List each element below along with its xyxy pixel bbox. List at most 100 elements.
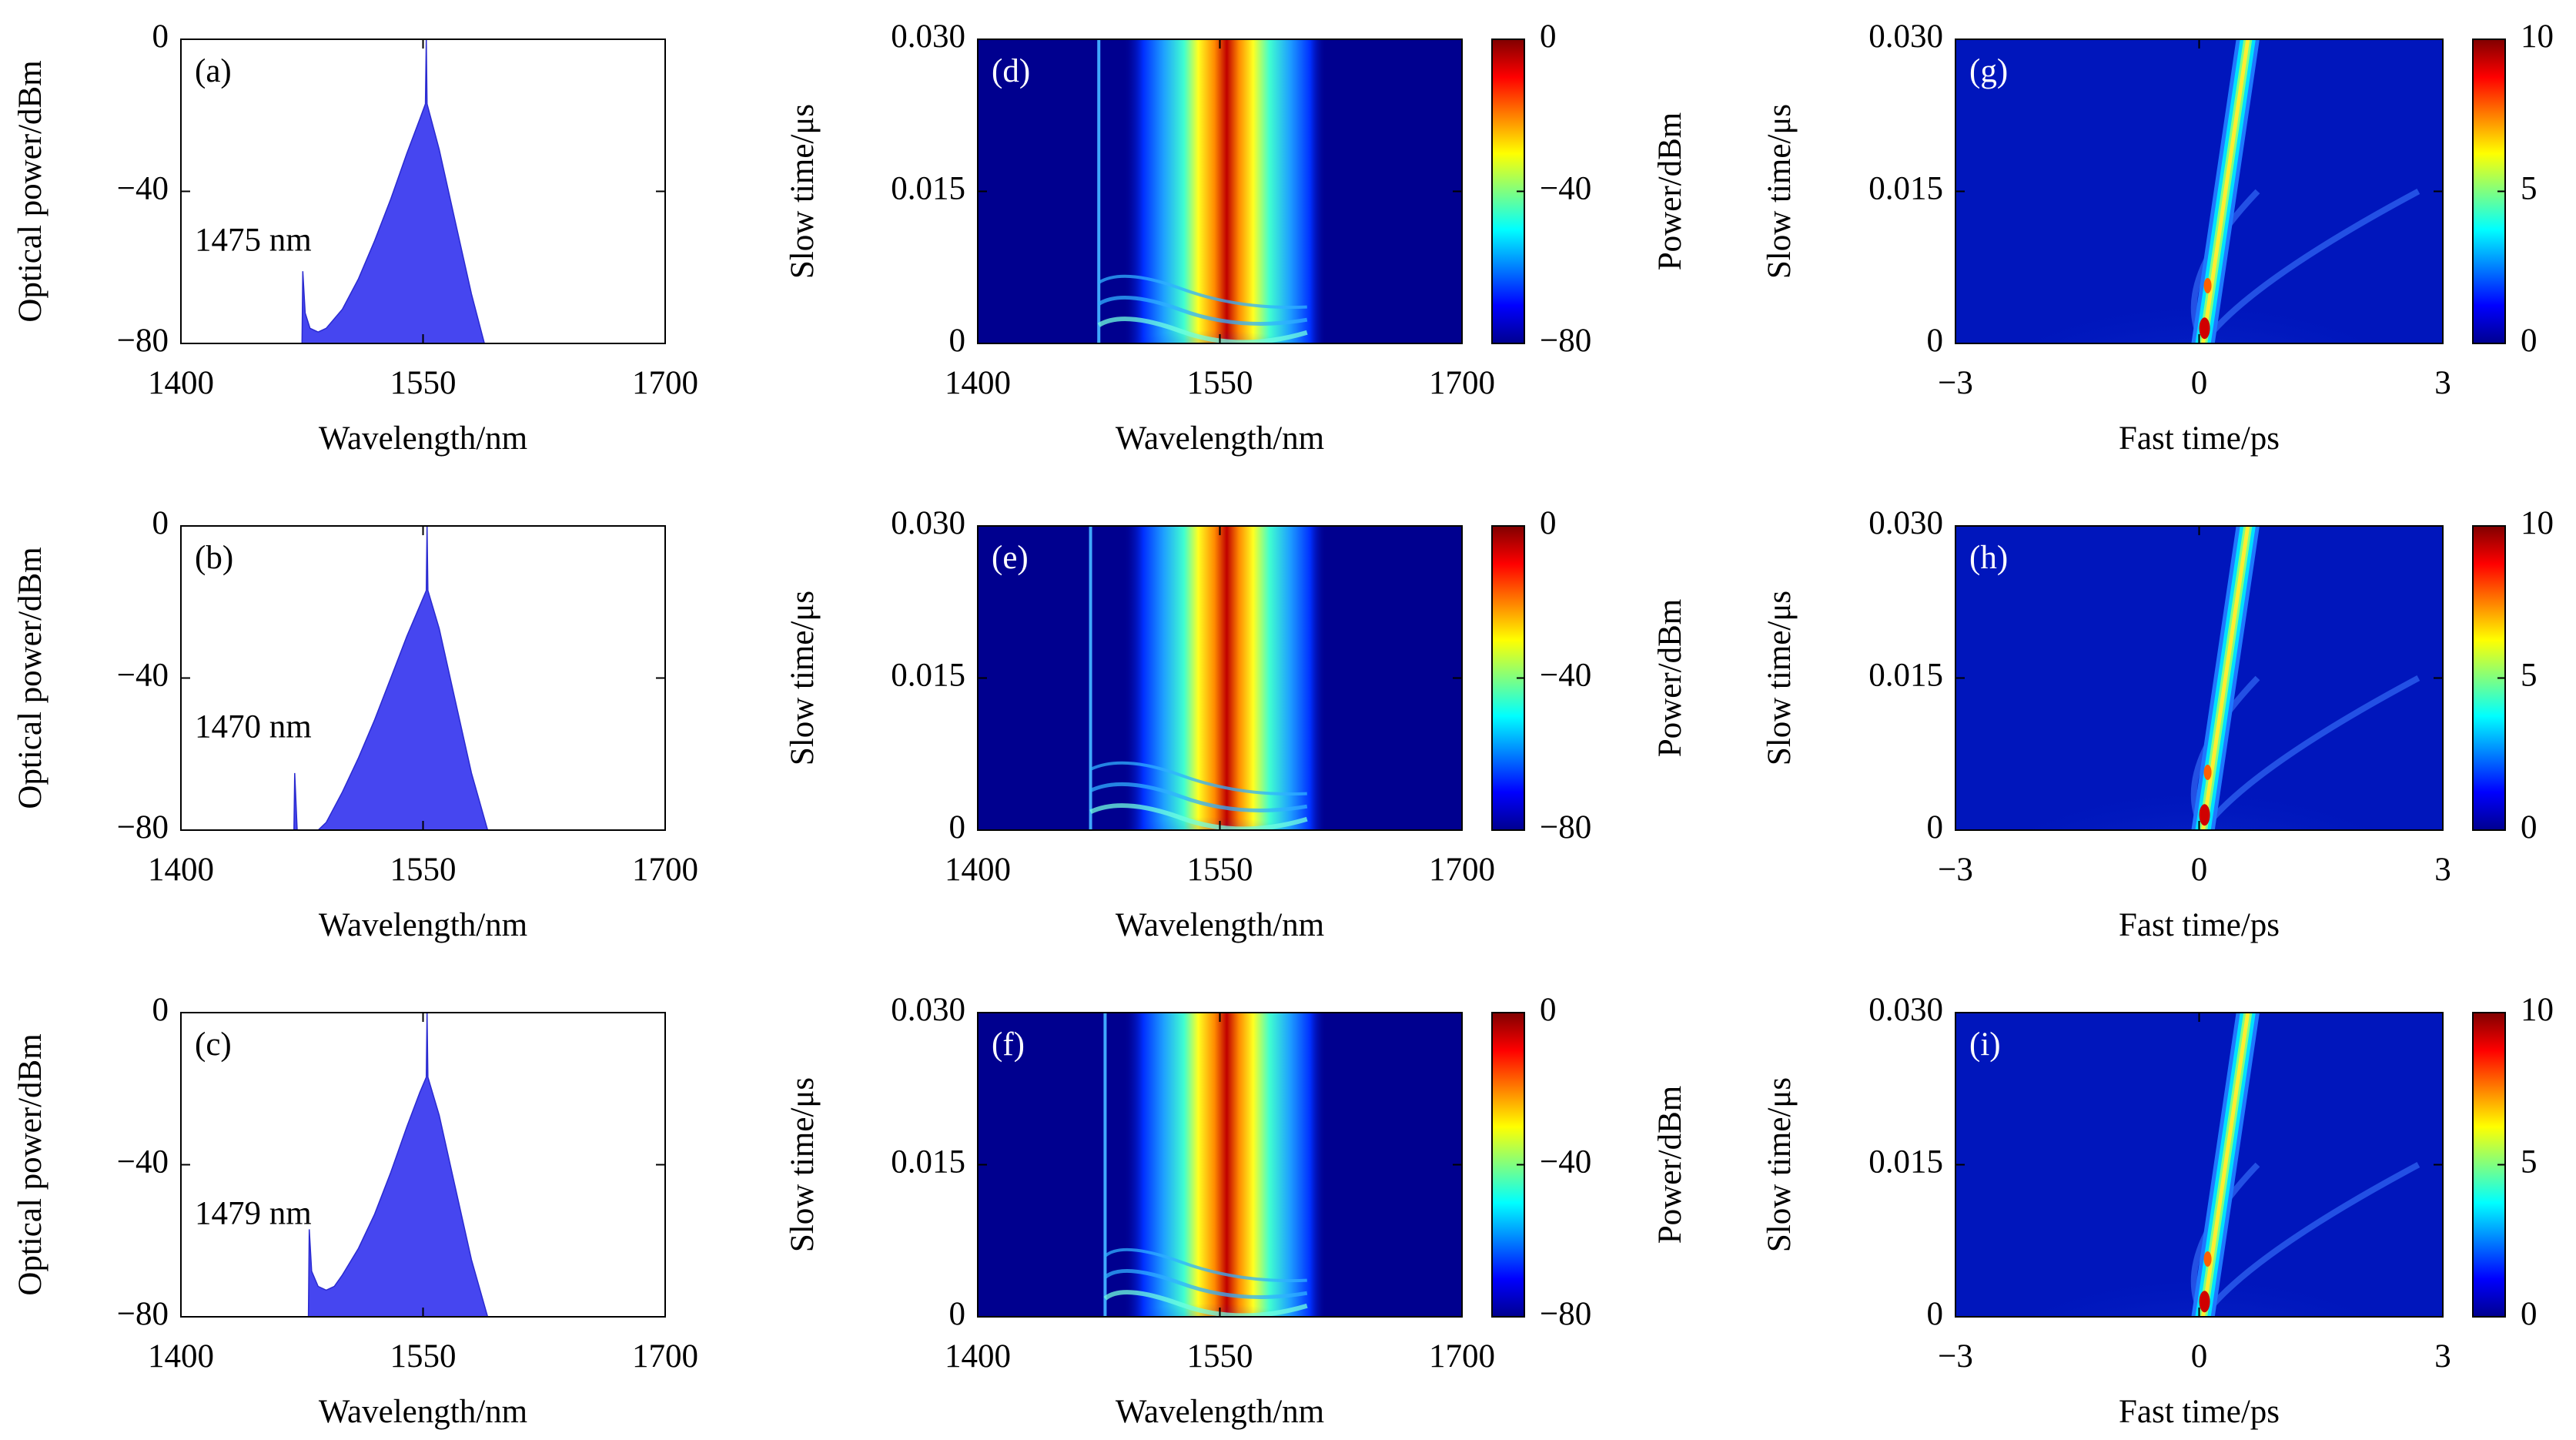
y-tick-label: 0.015: [891, 170, 965, 206]
y-axis-label: Optical power/dBm: [12, 1033, 49, 1295]
panel-label: (b): [195, 540, 233, 576]
x-tick-label: 1400: [945, 365, 1011, 401]
colorbar-tick-label: 5: [2521, 1144, 2538, 1180]
plot-area: [301, 39, 485, 343]
y-axis-label: Slow time/μs: [785, 1077, 821, 1252]
heatmap-glow: [1065, 1250, 1356, 1317]
x-tick-label: −3: [1938, 365, 1973, 401]
y-tick-label: 0.015: [1868, 170, 1943, 206]
x-tick-label: 1550: [390, 365, 457, 401]
x-tick-label: 1700: [1429, 365, 1495, 401]
soliton-trace: [2201, 526, 2250, 830]
heatmap-fringe: [1089, 761, 1307, 796]
colorbar-label: Power/dBm: [1652, 112, 1688, 270]
y-tick-label: −40: [117, 657, 169, 693]
heatmap-fringe: [1103, 1268, 1308, 1299]
y-tick-label: −40: [117, 170, 169, 206]
colorbar-tick-label: 0: [2521, 809, 2538, 846]
y-tick-label: 0.015: [891, 1144, 965, 1180]
x-tick-label: 1700: [1429, 1338, 1495, 1375]
y-axis-label: Slow time/μs: [1761, 104, 1798, 279]
soliton-trace: [2201, 1013, 2250, 1317]
x-axis-label: Wavelength/nm: [319, 907, 527, 943]
y-axis-label: Slow time/μs: [785, 591, 821, 765]
x-tick-label: 1400: [945, 852, 1011, 888]
x-axis-label: Fast time/ps: [2119, 1394, 2280, 1430]
y-tick-label: 0.015: [1868, 1144, 1943, 1180]
colorbar-label: Power/dBm: [1652, 599, 1688, 757]
y-tick-label: 0.030: [1868, 992, 1943, 1028]
y-axis-label: Slow time/μs: [785, 104, 821, 279]
x-axis-label: Wavelength/nm: [319, 1394, 527, 1430]
x-tick-label: 1700: [632, 1338, 698, 1375]
soliton-peak: [2199, 804, 2210, 826]
heatmap-fringe: [1097, 316, 1308, 343]
x-axis-label: Wavelength/nm: [1116, 1394, 1324, 1430]
colorbar-tick-label: 0: [1540, 992, 1557, 1028]
plot-area: [307, 1013, 489, 1317]
y-tick-label: 0.030: [891, 18, 965, 55]
heatmap-glow: [1065, 276, 1356, 343]
soliton-peak: [2199, 317, 2210, 340]
x-axis-label: Wavelength/nm: [1116, 907, 1324, 943]
x-tick-label: 1550: [1187, 365, 1253, 401]
x-tick-label: 3: [2434, 852, 2451, 888]
y-axis-label: Optical power/dBm: [12, 60, 49, 322]
colorbar-tick-label: −40: [1540, 170, 1591, 206]
x-tick-label: 1550: [390, 852, 457, 888]
y-tick-label: −40: [117, 1144, 169, 1180]
x-axis-label: Fast time/ps: [2119, 420, 2280, 457]
x-tick-label: 0: [2191, 1338, 2208, 1375]
y-axis-label: Slow time/μs: [1761, 1077, 1798, 1252]
heatmap-glow: [1065, 763, 1356, 830]
colorbar-tick-label: 0: [2521, 1296, 2538, 1332]
y-tick-label: −80: [117, 1296, 169, 1332]
y-tick-label: 0: [1927, 809, 1944, 846]
y-tick-label: 0: [1927, 1296, 1944, 1332]
y-tick-label: 0: [152, 505, 169, 541]
plot-area: [1955, 526, 2443, 830]
y-tick-label: 0: [152, 992, 169, 1028]
soliton-peak: [2203, 764, 2212, 780]
x-tick-label: 1700: [632, 852, 698, 888]
x-tick-label: 0: [2191, 365, 2208, 401]
colorbar-tick-label: 0: [2521, 323, 2538, 359]
colorbar-tick-label: 10: [2521, 992, 2554, 1028]
y-tick-label: 0: [152, 18, 169, 55]
y-tick-label: 0.030: [1868, 18, 1943, 55]
colorbar-tick-label: 0: [1540, 505, 1557, 541]
x-tick-label: 1700: [1429, 852, 1495, 888]
x-tick-label: −3: [1938, 852, 1973, 888]
panel-label: (e): [992, 540, 1029, 576]
x-axis-label: Fast time/ps: [2119, 907, 2280, 943]
y-tick-label: 0.015: [1868, 657, 1943, 693]
spectrum-area: [307, 1013, 489, 1317]
heatmap-fringe: [1098, 274, 1307, 310]
y-axis-label: Optical power/dBm: [12, 547, 49, 809]
colorbar-tick-label: −80: [1540, 809, 1591, 846]
y-tick-label: 0.030: [891, 992, 965, 1028]
plot-area: [978, 526, 1462, 830]
y-tick-label: −80: [117, 809, 169, 846]
y-tick-label: 0.030: [891, 505, 965, 541]
soliton-peak: [2199, 1291, 2210, 1313]
x-tick-label: 1400: [148, 365, 214, 401]
plot-area: [978, 39, 1462, 343]
annotation: 1475 nm: [195, 223, 312, 259]
y-tick-label: 0.015: [891, 657, 965, 693]
colorbar-tick-label: 10: [2521, 18, 2554, 55]
panel-label: (d): [992, 53, 1030, 89]
x-tick-label: 1550: [390, 1338, 457, 1375]
x-tick-label: 1700: [632, 365, 698, 401]
soliton-trace: [2201, 39, 2250, 343]
annotation: 1479 nm: [195, 1196, 312, 1232]
colorbar-tick-label: −40: [1540, 1144, 1591, 1180]
heatmap-fringe: [1104, 1247, 1307, 1283]
heatmap-fringe: [1103, 1290, 1308, 1317]
soliton-peak: [2203, 277, 2212, 293]
x-tick-label: 3: [2434, 1338, 2451, 1375]
heatmap-fringe: [1089, 803, 1308, 830]
x-tick-label: 1550: [1187, 1338, 1253, 1375]
colorbar-label: Power/dBm: [1652, 1086, 1688, 1244]
